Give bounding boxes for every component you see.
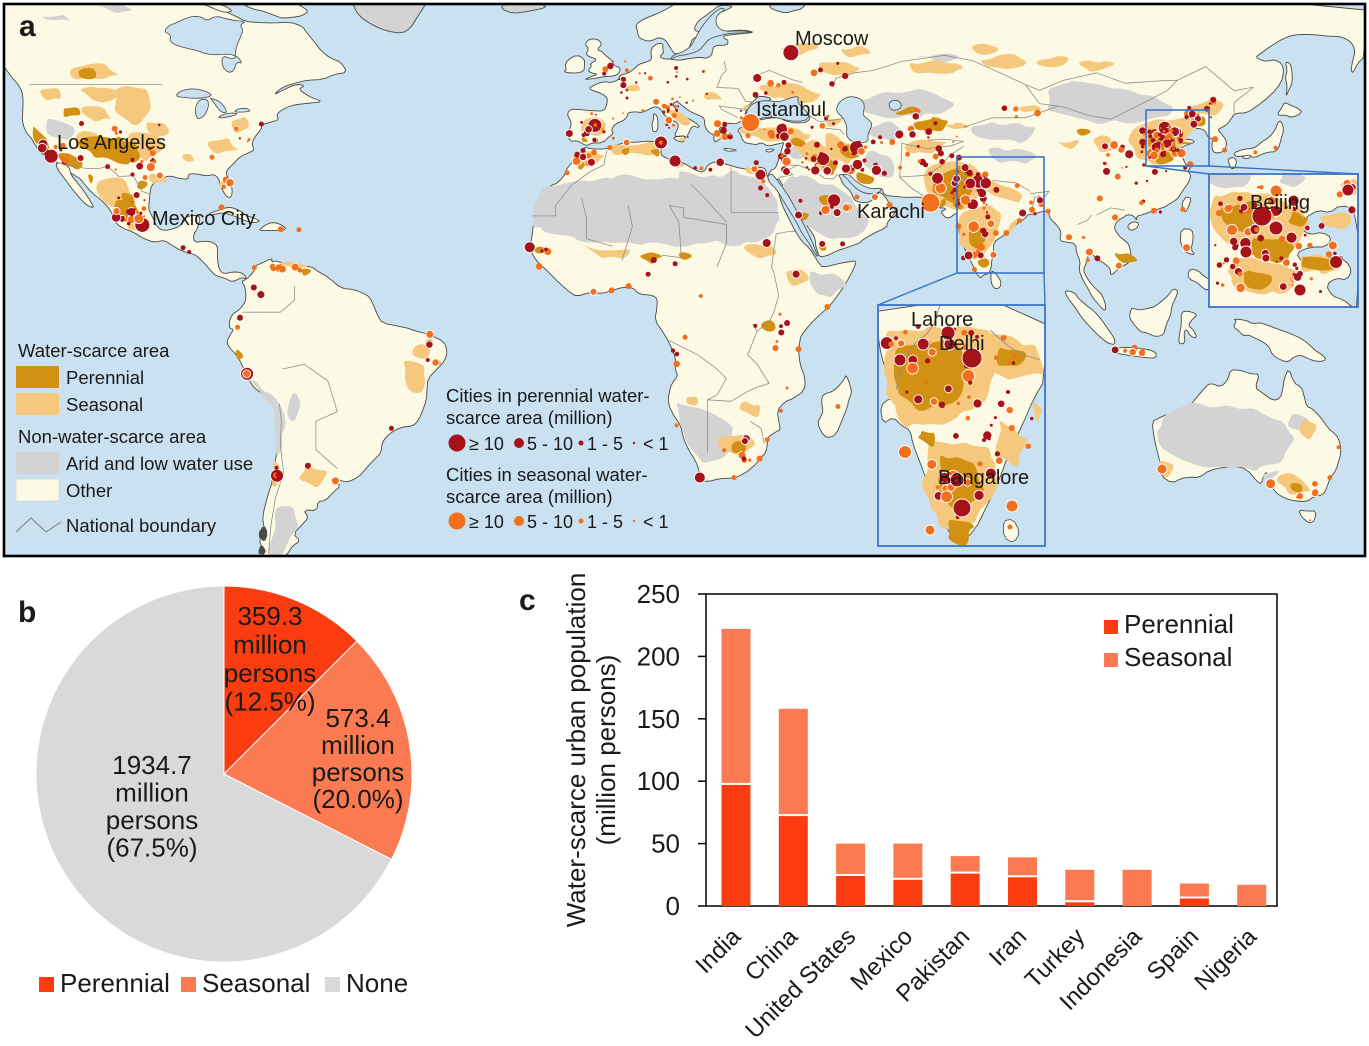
svg-text:Karachi: Karachi xyxy=(857,201,925,223)
svg-text:(12.5%): (12.5%) xyxy=(224,687,315,717)
svg-text:Perennial: Perennial xyxy=(60,968,170,998)
svg-text:persons: persons xyxy=(106,805,199,835)
svg-text:Mexico City: Mexico City xyxy=(152,208,255,230)
svg-text:5 - 10: 5 - 10 xyxy=(527,512,573,532)
svg-text:Perennial: Perennial xyxy=(1124,609,1234,639)
svg-text:1 - 5: 1 - 5 xyxy=(587,512,623,532)
svg-text:scarce area (million): scarce area (million) xyxy=(446,486,613,507)
svg-text:100: 100 xyxy=(637,766,680,796)
svg-text:Delhi: Delhi xyxy=(939,333,985,355)
svg-text:(20.0%): (20.0%) xyxy=(312,784,403,814)
svg-text:Cities in perennial water-: Cities in perennial water- xyxy=(446,385,650,406)
svg-text:c: c xyxy=(519,584,536,617)
svg-text:a: a xyxy=(19,10,36,43)
svg-text:< 1: < 1 xyxy=(643,434,669,454)
svg-text:Non-water-scarce area: Non-water-scarce area xyxy=(18,426,207,447)
svg-text:million: million xyxy=(321,730,395,760)
svg-text:< 1: < 1 xyxy=(643,512,669,532)
svg-text:150: 150 xyxy=(637,704,680,734)
svg-text:b: b xyxy=(18,596,36,629)
svg-text:Other: Other xyxy=(66,480,112,501)
svg-text:≥ 10: ≥ 10 xyxy=(469,434,504,454)
svg-text:Arid and low water use: Arid and low water use xyxy=(66,453,253,474)
svg-text:Seasonal: Seasonal xyxy=(66,394,143,415)
svg-text:Water-scarce area: Water-scarce area xyxy=(18,340,170,361)
svg-text:200: 200 xyxy=(637,641,680,671)
svg-text:persons: persons xyxy=(224,658,317,688)
svg-text:persons: persons xyxy=(312,757,405,787)
svg-text:None: None xyxy=(346,968,408,998)
svg-text:5 - 10: 5 - 10 xyxy=(527,434,573,454)
svg-text:Bangalore: Bangalore xyxy=(938,467,1029,489)
svg-text:Istanbul: Istanbul xyxy=(756,99,826,121)
svg-text:(67.5%): (67.5%) xyxy=(106,833,197,863)
svg-text:250: 250 xyxy=(637,579,680,609)
svg-text:573.4: 573.4 xyxy=(325,703,390,733)
svg-text:0: 0 xyxy=(666,891,680,921)
svg-text:Seasonal: Seasonal xyxy=(202,968,310,998)
svg-text:Cities in seasonal water-: Cities in seasonal water- xyxy=(446,464,648,485)
svg-text:National boundary: National boundary xyxy=(66,515,217,536)
svg-text:1 - 5: 1 - 5 xyxy=(587,434,623,454)
svg-text:Water-scarce urban population: Water-scarce urban population xyxy=(561,573,591,928)
svg-text:Beijing: Beijing xyxy=(1250,192,1310,214)
svg-text:50: 50 xyxy=(651,829,680,859)
svg-text:Lahore: Lahore xyxy=(911,309,973,331)
svg-text:Perennial: Perennial xyxy=(66,367,144,388)
svg-text:≥ 10: ≥ 10 xyxy=(469,512,504,532)
svg-text:Seasonal: Seasonal xyxy=(1124,642,1232,672)
svg-text:Moscow: Moscow xyxy=(795,28,869,50)
svg-text:million: million xyxy=(233,630,307,660)
svg-text:Los Angeles: Los Angeles xyxy=(57,132,166,154)
svg-text:scarce area (million): scarce area (million) xyxy=(446,407,613,428)
svg-text:million: million xyxy=(115,778,189,808)
svg-text:1934.7: 1934.7 xyxy=(112,750,192,780)
svg-text:(million persons): (million persons) xyxy=(591,655,621,846)
svg-text:359.3: 359.3 xyxy=(237,601,302,631)
